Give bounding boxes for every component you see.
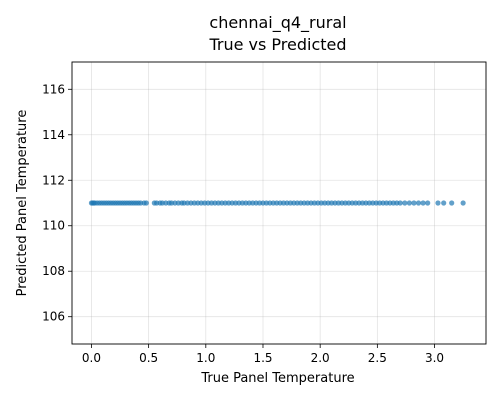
x-tick-label: 2.0 [311, 351, 330, 365]
data-point [416, 200, 421, 205]
data-point [407, 200, 412, 205]
data-point [411, 200, 416, 205]
y-tick-label: 112 [42, 173, 65, 187]
chart-title-line-2: True vs Predicted [208, 35, 346, 54]
y-tick-label: 106 [42, 310, 65, 324]
data-point [398, 200, 403, 205]
x-tick-label: 3.0 [425, 351, 444, 365]
y-tick-label: 110 [42, 219, 65, 233]
x-tick-label: 0.0 [82, 351, 101, 365]
x-tick-label: 1.0 [196, 351, 215, 365]
data-point [420, 200, 425, 205]
data-point [425, 200, 430, 205]
y-tick-label: 108 [42, 264, 65, 278]
data-point [144, 200, 149, 205]
data-point [461, 200, 466, 205]
x-axis-label: True Panel Temperature [200, 371, 354, 386]
x-tick-label: 1.5 [253, 351, 272, 365]
chart-title-line-1: chennai_q4_rural [209, 13, 346, 33]
y-axis-ticks: 106 108 110 112 114 116 [42, 82, 72, 323]
x-tick-label: 0.5 [139, 351, 158, 365]
x-tick-label: 2.5 [368, 351, 387, 365]
y-axis-label: Predicted Panel Temperature [15, 110, 30, 297]
data-point [402, 200, 407, 205]
data-point [441, 200, 446, 205]
data-point [435, 200, 440, 205]
data-point [449, 200, 454, 205]
x-axis-ticks: 0.0 0.5 1.0 1.5 2.0 2.5 3.0 [82, 344, 444, 365]
data-points [89, 200, 466, 205]
y-tick-label: 114 [42, 128, 65, 142]
y-tick-label: 116 [42, 82, 65, 96]
